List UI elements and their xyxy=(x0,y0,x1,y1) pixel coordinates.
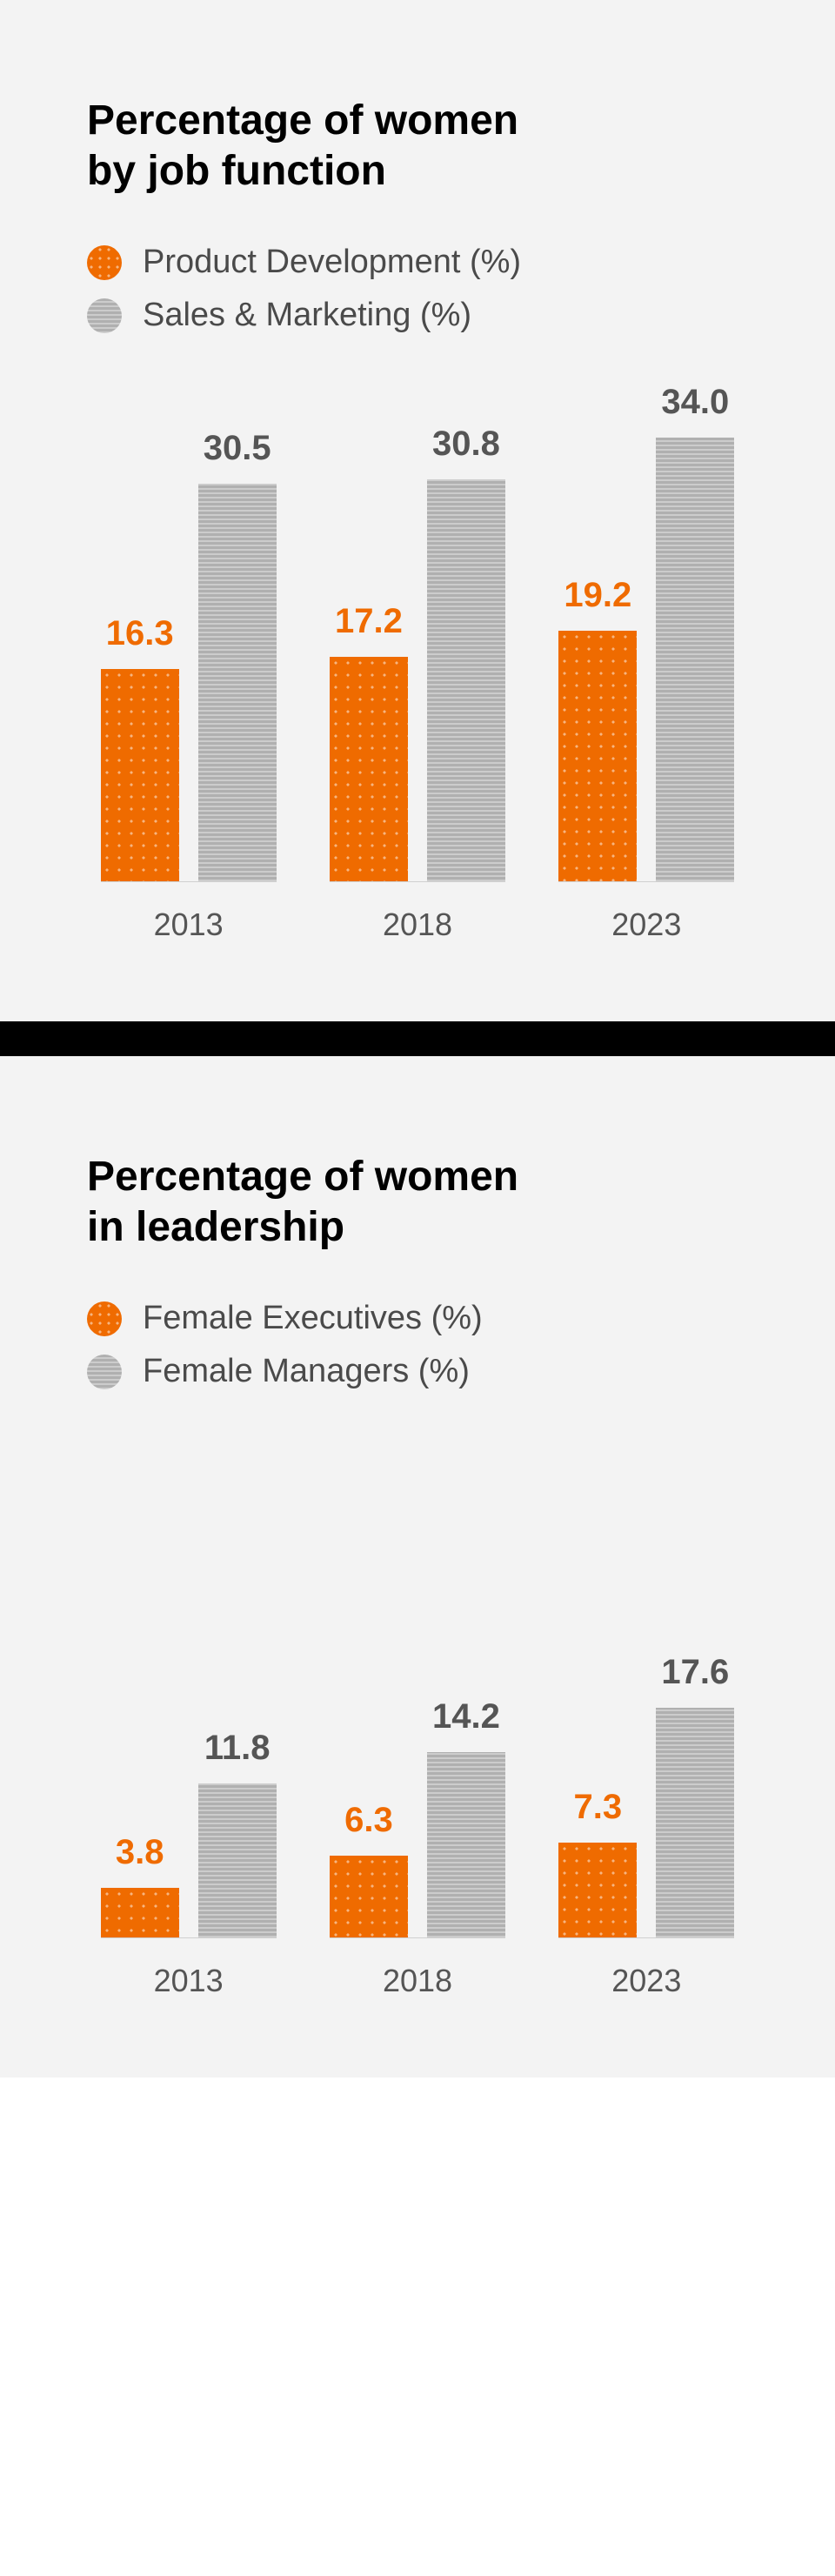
bar-product-dev: 16.3 xyxy=(101,669,179,882)
panel-divider xyxy=(0,1021,835,1056)
bar-fill xyxy=(101,1888,179,1937)
bar-product-dev: 17.2 xyxy=(330,657,408,881)
lines-swatch-icon xyxy=(87,1355,122,1389)
bar-pair: 6.3 14.2 xyxy=(330,1752,505,1938)
bar-mgr: 14.2 xyxy=(427,1752,505,1937)
chart1-title-line1: Percentage of women xyxy=(87,97,518,144)
bar-sales-mkt: 34.0 xyxy=(656,438,734,881)
bar-value-label: 19.2 xyxy=(564,576,631,631)
chart-panel-job-function: Percentage of women by job function Prod… xyxy=(0,0,835,1021)
bar-fill xyxy=(427,1752,505,1937)
dot-swatch-icon xyxy=(87,1301,122,1336)
bar-value-label: 34.0 xyxy=(661,383,729,438)
bar-exec: 3.8 xyxy=(101,1888,179,1937)
dot-swatch-icon xyxy=(87,245,122,280)
bar-mgr: 11.8 xyxy=(198,1783,277,1937)
x-axis-label: 2018 xyxy=(383,907,452,943)
bar-sales-mkt: 30.8 xyxy=(427,479,505,881)
chart1-title-line2: by job function xyxy=(87,148,386,194)
legend-label: Product Development (%) xyxy=(143,244,521,281)
legend-label: Sales & Marketing (%) xyxy=(143,297,471,334)
bar-fill xyxy=(330,657,408,881)
bar-fill xyxy=(101,669,179,882)
bar-pair: 17.2 30.8 xyxy=(330,479,505,882)
bar-value-label: 17.2 xyxy=(335,602,403,657)
chart2-group-2023: 7.3 17.6 2023 xyxy=(545,1708,748,1999)
bar-pair: 3.8 11.8 xyxy=(101,1783,277,1938)
bar-value-label: 11.8 xyxy=(204,1729,271,1783)
chart2-title: Percentage of women in leadership xyxy=(87,1152,748,1252)
legend-label: Female Managers (%) xyxy=(143,1353,470,1390)
bar-exec: 6.3 xyxy=(330,1856,408,1938)
x-axis-label: 2013 xyxy=(154,1963,224,1999)
chart-panel-leadership: Percentage of women in leadership Female… xyxy=(0,1056,835,2078)
legend-item-product-dev: Product Development (%) xyxy=(87,244,748,281)
bar-fill xyxy=(558,631,637,881)
bar-value-label: 7.3 xyxy=(574,1788,623,1843)
bar-value-label: 3.8 xyxy=(116,1833,164,1888)
x-axis-label: 2023 xyxy=(611,1963,681,1999)
bar-sales-mkt: 30.5 xyxy=(198,484,277,882)
bar-pair: 16.3 30.5 xyxy=(101,484,277,883)
legend-item-sales-mkt: Sales & Marketing (%) xyxy=(87,297,748,334)
bar-fill xyxy=(330,1856,408,1938)
x-axis-label: 2013 xyxy=(154,907,224,943)
bar-value-label: 6.3 xyxy=(344,1801,393,1856)
bar-fill xyxy=(198,1783,277,1937)
chart2-title-line2: in leadership xyxy=(87,1204,344,1250)
chart2-legend: Female Executives (%) Female Managers (%… xyxy=(87,1300,748,1390)
bar-value-label: 16.3 xyxy=(106,614,174,669)
legend-item-exec: Female Executives (%) xyxy=(87,1300,748,1337)
chart1-legend: Product Development (%) Sales & Marketin… xyxy=(87,244,748,334)
bar-mgr: 17.6 xyxy=(656,1708,734,1937)
bar-value-label: 14.2 xyxy=(432,1697,500,1752)
bar-pair: 19.2 34.0 xyxy=(558,438,734,882)
bar-pair: 7.3 17.6 xyxy=(558,1708,734,1938)
legend-label: Female Executives (%) xyxy=(143,1300,483,1337)
bar-product-dev: 19.2 xyxy=(558,631,637,881)
bar-fill xyxy=(656,438,734,881)
bar-fill xyxy=(656,1708,734,1937)
bar-value-label: 17.6 xyxy=(661,1653,729,1708)
chart1-plot: 16.3 30.5 2013 17.2 30.8 xyxy=(87,369,748,943)
bar-value-label: 30.5 xyxy=(204,429,271,484)
bar-exec: 7.3 xyxy=(558,1843,637,1938)
chart2-title-line1: Percentage of women xyxy=(87,1154,518,1200)
bar-value-label: 30.8 xyxy=(432,425,500,479)
bar-fill xyxy=(427,479,505,881)
chart2-group-2018: 6.3 14.2 2018 xyxy=(316,1752,518,1999)
lines-swatch-icon xyxy=(87,298,122,333)
bar-fill xyxy=(198,484,277,882)
chart1-group-2023: 19.2 34.0 2023 xyxy=(545,438,748,943)
bar-fill xyxy=(558,1843,637,1938)
chart1-group-2013: 16.3 30.5 2013 xyxy=(87,484,290,944)
chart1-group-2018: 17.2 30.8 2018 xyxy=(316,479,518,943)
chart2-group-2013: 3.8 11.8 2013 xyxy=(87,1783,290,1999)
x-axis-label: 2018 xyxy=(383,1963,452,1999)
chart1-title: Percentage of women by job function xyxy=(87,96,748,196)
chart2-plot: 3.8 11.8 2013 6.3 14.2 xyxy=(87,1425,748,1999)
legend-item-mgr: Female Managers (%) xyxy=(87,1353,748,1390)
x-axis-label: 2023 xyxy=(611,907,681,943)
